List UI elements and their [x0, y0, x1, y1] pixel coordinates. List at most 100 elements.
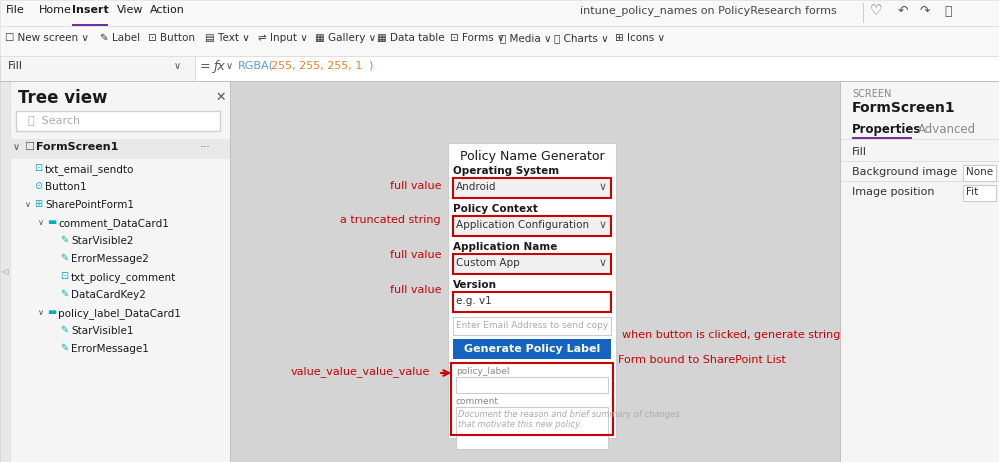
Text: ErrorMessage1: ErrorMessage1: [71, 344, 149, 354]
Text: ∨: ∨: [13, 142, 20, 152]
Text: ⊞: ⊞: [34, 199, 42, 209]
Text: comment_DataCard1: comment_DataCard1: [58, 218, 169, 229]
Text: ∨: ∨: [599, 220, 607, 230]
Text: StarVisible1: StarVisible1: [71, 326, 134, 336]
Text: SharePointForm1: SharePointForm1: [45, 200, 134, 210]
Text: View: View: [117, 5, 143, 15]
Text: full value: full value: [390, 181, 441, 191]
Text: FormScreen1: FormScreen1: [36, 142, 118, 152]
Text: intune_policy_names on PolicyResearch forms: intune_policy_names on PolicyResearch fo…: [580, 5, 837, 16]
Text: Home: Home: [39, 5, 72, 15]
Text: Button1: Button1: [45, 182, 87, 192]
Text: ▤ Text ∨: ▤ Text ∨: [205, 33, 250, 43]
Bar: [840, 139, 999, 140]
Text: ƒx: ƒx: [214, 60, 226, 73]
Text: ◁: ◁: [1, 267, 8, 276]
Text: ↶: ↶: [898, 5, 908, 18]
Text: Properties: Properties: [852, 123, 921, 136]
Text: Insert: Insert: [72, 5, 108, 15]
Text: full value: full value: [390, 250, 441, 260]
Text: ✎ Label: ✎ Label: [100, 33, 140, 43]
Text: ∨: ∨: [25, 200, 31, 209]
Text: ▬: ▬: [47, 217, 56, 227]
Text: SCREEN: SCREEN: [852, 89, 891, 99]
Text: when button is clicked, generate string: when button is clicked, generate string: [622, 330, 840, 340]
Text: Custom App: Custom App: [456, 258, 519, 268]
Bar: [0, 26, 999, 56]
Text: Version: Version: [453, 280, 497, 290]
Text: ∨: ∨: [226, 61, 233, 71]
Text: ∨: ∨: [38, 308, 44, 317]
Text: ▦ Data table: ▦ Data table: [377, 33, 445, 43]
Text: txt_policy_comment: txt_policy_comment: [71, 272, 176, 283]
Text: ✎: ✎: [60, 289, 68, 299]
Text: ∨: ∨: [38, 218, 44, 227]
Text: Advanced: Advanced: [918, 123, 976, 136]
Text: policy_label: policy_label: [456, 367, 509, 376]
Text: Fill: Fill: [8, 61, 23, 71]
Bar: [0, 56, 999, 57]
Text: ···: ···: [200, 142, 211, 152]
Bar: [0, 56, 195, 81]
Text: Form bound to SharePoint List: Form bound to SharePoint List: [618, 355, 786, 365]
Text: ⊡ Forms ∨: ⊡ Forms ∨: [450, 33, 504, 43]
Text: Android: Android: [456, 182, 497, 192]
Text: txt_email_sendto: txt_email_sendto: [45, 164, 135, 175]
Text: ): ): [368, 61, 373, 71]
Bar: [0, 0, 999, 26]
Text: None: None: [966, 167, 993, 177]
Bar: [0, 81, 999, 82]
Bar: [453, 254, 611, 274]
Text: ♡: ♡: [870, 4, 882, 18]
Bar: [72, 24, 108, 26]
Text: Enter Email Address to send copy: Enter Email Address to send copy: [456, 321, 608, 330]
Text: Tree view: Tree view: [18, 89, 108, 107]
Bar: [0, 26, 999, 27]
Bar: [453, 292, 611, 312]
Text: Application Configuration: Application Configuration: [456, 220, 589, 230]
Text: ⊞ Icons ∨: ⊞ Icons ∨: [615, 33, 665, 43]
Text: full value: full value: [390, 285, 441, 295]
Bar: [453, 216, 611, 236]
Text: Action: Action: [150, 5, 185, 15]
Text: =: =: [200, 60, 211, 73]
Text: ✎: ✎: [60, 235, 68, 245]
Text: StarVisible2: StarVisible2: [71, 236, 134, 246]
Bar: [230, 81, 840, 462]
Text: ⊡: ⊡: [34, 163, 42, 173]
Text: Application Name: Application Name: [453, 242, 557, 252]
Text: comment: comment: [456, 397, 499, 406]
Text: 📊 Charts ∨: 📊 Charts ∨: [554, 33, 608, 43]
Text: ∨: ∨: [599, 182, 607, 192]
Text: ☐: ☐: [24, 142, 34, 152]
Text: RGBA(: RGBA(: [238, 61, 274, 71]
Text: Image position: Image position: [852, 187, 934, 197]
Bar: [963, 185, 996, 201]
Text: Operating System: Operating System: [453, 166, 559, 176]
Text: ▦ Gallery ∨: ▦ Gallery ∨: [315, 33, 377, 43]
Text: ✎: ✎: [60, 325, 68, 335]
Bar: [456, 377, 608, 393]
Text: ⬜ Media ∨: ⬜ Media ∨: [500, 33, 551, 43]
Bar: [852, 137, 912, 139]
Bar: [963, 165, 996, 181]
Text: FormScreen1: FormScreen1: [852, 101, 956, 115]
Text: ▬: ▬: [47, 307, 56, 317]
Text: ⮕: ⮕: [944, 5, 951, 18]
Text: ✕: ✕: [215, 91, 226, 104]
Text: ∨: ∨: [174, 61, 181, 71]
Bar: [10, 139, 230, 159]
Bar: [840, 161, 999, 162]
Bar: [840, 181, 999, 182]
Text: ∨: ∨: [599, 258, 607, 268]
Text: ⊙: ⊙: [34, 181, 42, 191]
Text: ↷: ↷: [920, 5, 930, 18]
Text: ✎: ✎: [60, 253, 68, 263]
Bar: [0, 56, 999, 81]
Text: Policy Name Generator: Policy Name Generator: [460, 150, 604, 163]
Bar: [456, 407, 608, 449]
Text: ErrorMessage2: ErrorMessage2: [71, 254, 149, 264]
Text: Document the reason and brief summary of changes
that motivate this new policy.: Document the reason and brief summary of…: [458, 410, 679, 429]
Text: ⊡ Button: ⊡ Button: [148, 33, 195, 43]
Bar: [451, 363, 613, 435]
